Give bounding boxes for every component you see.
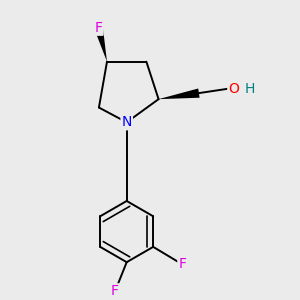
Polygon shape: [159, 88, 200, 99]
Text: F: F: [94, 21, 103, 35]
Text: O: O: [228, 82, 239, 96]
Text: H: H: [244, 82, 255, 96]
Polygon shape: [94, 27, 107, 62]
Text: N: N: [122, 115, 132, 129]
Text: F: F: [111, 284, 119, 298]
Text: F: F: [178, 257, 186, 272]
